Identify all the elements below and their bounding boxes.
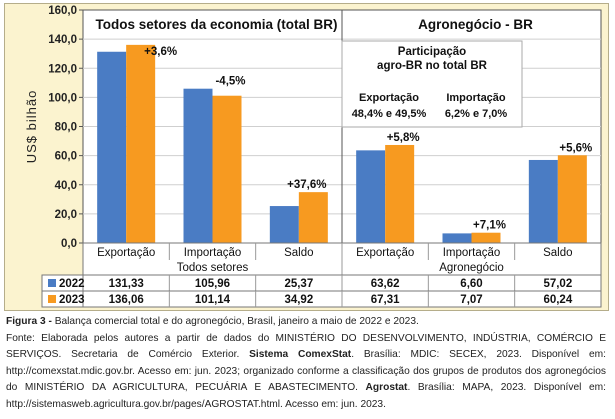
- source-text-2: . Brasília: MDIC: SECEX, 2023. Disponíve…: [6, 349, 606, 394]
- legend-label: 2023: [59, 294, 85, 306]
- y-axis-label: US$ bilhão: [24, 90, 39, 164]
- legend-label: 2022: [59, 278, 85, 290]
- table-cell-2022: 57,02: [543, 278, 572, 290]
- category-label: Saldo: [284, 247, 313, 259]
- bar-2022: [442, 233, 472, 243]
- figure-source: Fonte: Elaborada pelos autores a partir …: [6, 331, 606, 414]
- change-annotation: +7,1%: [473, 220, 506, 232]
- y-tick-label: 20,0: [55, 209, 77, 221]
- y-tick-label: 100,0: [48, 92, 77, 104]
- info-box-value: 48,4% e 49,5%: [352, 108, 427, 120]
- y-tick-label: 40,0: [55, 180, 77, 192]
- change-annotation: +5,6%: [559, 142, 592, 154]
- table-cell-2022: 131,33: [109, 278, 144, 290]
- table-cell-2023: 101,14: [195, 294, 231, 306]
- table-cell-2022: 63,62: [371, 278, 400, 290]
- change-annotation: -4,5%: [215, 76, 245, 88]
- bar-2023: [471, 232, 501, 243]
- info-box-label: Exportação: [359, 92, 419, 104]
- source-bold-2: Agrostat: [365, 382, 408, 394]
- table-cell-2023: 60,24: [543, 294, 572, 306]
- bar-2022: [97, 51, 127, 243]
- group-title: Agronegócio - BR: [418, 17, 533, 32]
- category-label: Exportação: [356, 247, 414, 259]
- table-row: [41, 290, 602, 308]
- legend-swatch-2022: [48, 279, 56, 287]
- bar-2022: [356, 150, 386, 243]
- source-bold-1: Sistema ComexStat: [249, 349, 352, 361]
- bar-2023: [298, 192, 328, 243]
- category-label: Importação: [443, 247, 501, 259]
- bar-2022: [183, 88, 213, 244]
- bar-2023: [212, 95, 242, 243]
- change-annotation: +37,6%: [287, 179, 326, 191]
- group-title: Todos setores da economia (total BR): [95, 17, 337, 32]
- category-label: Importação: [184, 247, 242, 259]
- y-tick-label: 60,0: [55, 151, 77, 163]
- y-tick-label: 120,0: [48, 63, 77, 75]
- table-cell-2022: 105,96: [195, 278, 230, 290]
- y-tick-label: 140,0: [48, 34, 77, 46]
- bar-2023: [557, 155, 587, 243]
- bar-chart: 0,0 20,0 40,0 60,0 80,0 100,0 120,0 140,0 160,0 U…: [24, 5, 602, 308]
- info-box-title: Participação: [398, 46, 466, 58]
- table-cell-2022: 25,37: [284, 278, 313, 290]
- table-cell-2023: 34,92: [284, 294, 313, 306]
- table-cell-2023: 67,31: [371, 294, 400, 306]
- y-tick-label: 0,0: [61, 238, 77, 250]
- table-cell-2023: 136,06: [109, 294, 144, 306]
- y-tick-label: 160,0: [48, 5, 77, 17]
- info-box-subtitle: agro-BR no total BR: [377, 60, 488, 72]
- category-label: Exportação: [97, 247, 155, 259]
- bar-2022: [269, 206, 299, 243]
- group-label: Todos setores: [177, 262, 249, 274]
- bar-2023: [385, 144, 415, 243]
- y-tick-label: 80,0: [55, 122, 77, 134]
- source-text-1: Fonte: Elaborada pelos autores a partir …: [6, 332, 606, 361]
- change-annotation: +3,6%: [144, 46, 177, 58]
- table-cell-2023: 7,07: [460, 294, 482, 306]
- bar-2023: [126, 44, 156, 243]
- figure-text: Balança comercial total e do agronegócio…: [51, 316, 419, 327]
- table-cell-2022: 6,60: [460, 278, 482, 290]
- bar-2022: [528, 159, 558, 243]
- info-box: [341, 40, 523, 128]
- figure-caption: Figura 3 - Balança comercial total e do …: [6, 314, 606, 414]
- category-label: Saldo: [543, 247, 572, 259]
- figure-title: Figura 3 - Balança comercial total e do …: [6, 314, 606, 331]
- info-box-value: 6,2% e 7,0%: [445, 108, 508, 120]
- source-text-3: . Brasília: MAPA, 2023. Disponível em: h…: [6, 382, 606, 410]
- change-annotation: +5,8%: [387, 132, 420, 144]
- group-label: Agronegócio: [439, 262, 504, 274]
- info-box-label: Importação: [446, 92, 506, 104]
- legend-swatch-2023: [48, 295, 56, 303]
- figure-label: Figura 3 -: [6, 316, 52, 327]
